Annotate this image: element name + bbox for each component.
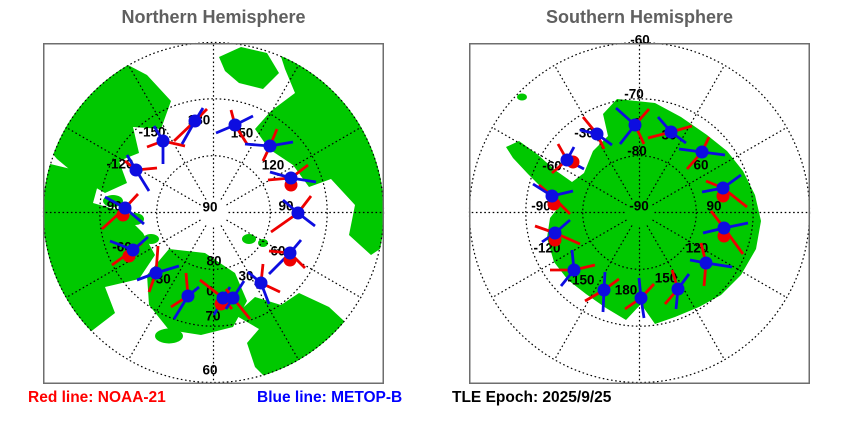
svg-text:-30: -30 bbox=[574, 126, 594, 141]
north-hemisphere-title: Northern Hemisphere bbox=[121, 7, 306, 27]
metopb-position-dot bbox=[695, 145, 709, 159]
south-polar-map: -60-70-80-900306090120150180-150-120-90-… bbox=[468, 33, 811, 384]
metopb-position-dot bbox=[188, 114, 202, 128]
svg-text:60: 60 bbox=[202, 363, 217, 378]
legend-red-noaa21: Red line: NOAA-21 bbox=[28, 389, 166, 406]
svg-text:-70: -70 bbox=[624, 87, 644, 102]
satellite-markers bbox=[532, 106, 749, 319]
svg-text:-120: -120 bbox=[106, 157, 133, 172]
metopb-position-dot bbox=[567, 263, 581, 277]
metopb-position-dot bbox=[284, 171, 298, 185]
metopb-position-dot bbox=[283, 246, 297, 260]
metopb-position-dot bbox=[263, 139, 277, 153]
metopb-position-dot bbox=[126, 243, 140, 257]
legend-blue-metopb: Blue line: METOP-B bbox=[257, 389, 403, 406]
satellite-markers bbox=[101, 107, 317, 320]
svg-text:-90: -90 bbox=[531, 199, 551, 214]
metopb-position-dot bbox=[590, 127, 604, 141]
svg-text:120: 120 bbox=[262, 158, 285, 173]
svg-text:90: 90 bbox=[278, 199, 293, 214]
svg-text:90: 90 bbox=[202, 200, 217, 215]
svg-text:80: 80 bbox=[206, 254, 221, 269]
svg-text:150: 150 bbox=[655, 271, 678, 286]
metopb-position-dot bbox=[548, 226, 562, 240]
tle-epoch-label: TLE Epoch: 2025/9/25 bbox=[452, 389, 612, 406]
svg-text:0: 0 bbox=[206, 284, 214, 299]
metopb-position-dot bbox=[156, 134, 170, 148]
metopb-position-dot bbox=[118, 201, 132, 215]
metopb-position-dot bbox=[699, 256, 713, 270]
metopb-position-dot bbox=[560, 153, 574, 167]
land-masses bbox=[43, 42, 384, 383]
metopb-position-dot bbox=[628, 118, 642, 132]
metopb-position-dot bbox=[291, 206, 305, 220]
metopb-position-dot bbox=[228, 118, 242, 132]
metopb-position-dot bbox=[717, 221, 731, 235]
metopb-position-dot bbox=[149, 266, 163, 280]
svg-text:90: 90 bbox=[706, 199, 721, 214]
metopb-position-dot bbox=[545, 189, 559, 203]
plot-frame bbox=[43, 43, 384, 384]
plot-frame bbox=[469, 43, 810, 384]
metopb-position-dot bbox=[216, 291, 230, 305]
south-hemisphere-title: Southern Hemisphere bbox=[545, 7, 734, 27]
metopb-position-dot bbox=[226, 291, 240, 305]
metopb-position-dot bbox=[671, 282, 685, 296]
metopb-position-dot bbox=[254, 276, 268, 290]
svg-text:-90: -90 bbox=[629, 199, 649, 214]
metopb-position-dot bbox=[634, 291, 648, 305]
north-polar-map: 908070601801501209060300-30-60-90-120-15… bbox=[42, 41, 385, 384]
metopb-position-dot bbox=[129, 163, 143, 177]
svg-text:-60: -60 bbox=[630, 33, 650, 48]
svg-text:60: 60 bbox=[693, 158, 708, 173]
metopb-position-dot bbox=[716, 181, 730, 195]
svg-text:180: 180 bbox=[615, 283, 638, 298]
metopb-position-dot bbox=[597, 283, 611, 297]
metopb-position-dot bbox=[181, 289, 195, 303]
svg-text:70: 70 bbox=[205, 309, 220, 324]
svg-text:-80: -80 bbox=[627, 144, 647, 159]
metopb-position-dot bbox=[664, 125, 678, 139]
